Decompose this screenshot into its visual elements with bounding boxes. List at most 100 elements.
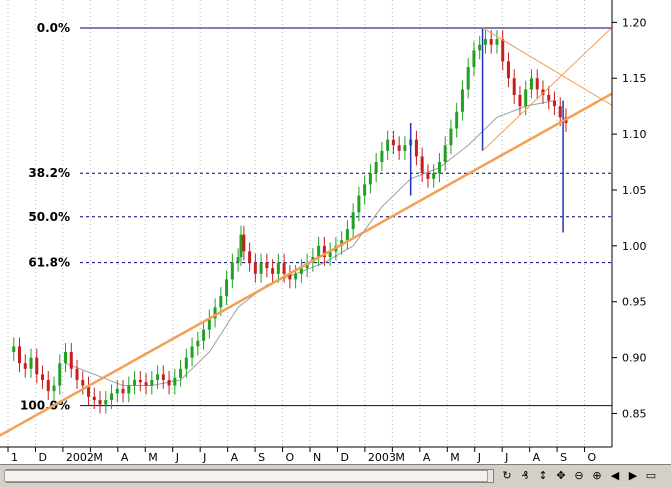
zoom-out-icon[interactable]: ⊖ [574,469,584,482]
scroll-right-icon[interactable]: ▶ [628,469,638,482]
scroll-left-icon[interactable]: ◀ [610,469,620,482]
minimize-icon[interactable]: ▭ [645,469,657,482]
candle-body [248,251,252,263]
candle-body [460,89,464,112]
y-tick-label: 1.15 [622,72,647,85]
candle-body [202,329,206,341]
candle-body [374,162,378,174]
candle-body [242,234,246,252]
candle-body [420,156,424,174]
candle-body [23,363,27,369]
candle-body [276,262,280,274]
pan-vertical-icon[interactable]: ↕ [538,469,548,482]
x-tick-label: M [395,451,405,464]
candle-body [196,340,200,347]
candle-body [87,385,91,397]
candle-body [432,173,436,179]
candle-body [512,78,516,95]
candle-body [547,94,551,101]
y-tick-label: 1.20 [622,16,647,29]
y-tick-label: 1.00 [622,240,647,253]
candle-body [92,396,96,401]
x-tick-label: S [258,451,265,464]
zoom-in-icon[interactable]: ⊕ [592,469,602,482]
candle-body [179,368,183,378]
candle-body [552,100,556,107]
candle-body [81,379,85,386]
candle-body [340,240,344,246]
candle-body [357,195,361,213]
candle-body [426,173,430,179]
candle-body [305,262,309,269]
candle-body [449,128,453,146]
x-tick-label: 2003 [368,451,396,464]
candle-body [219,296,223,308]
x-tick-label: J [504,451,508,464]
candle-body [455,111,459,129]
candle-body [501,39,505,62]
candle-body [363,184,367,196]
x-tick-label: J [202,451,206,464]
x-tick-label: 1 [11,451,18,464]
candle-body [207,318,211,330]
candle-body [41,374,45,380]
candle-body [173,377,177,386]
currency-icon[interactable]: ₰ [521,469,529,482]
candle-body [472,50,476,68]
x-tick-label: M [450,451,460,464]
candle-body [138,379,142,383]
candle-body [437,162,441,174]
candle-body [403,145,407,151]
candle-body [288,273,292,280]
candle-body [110,393,114,401]
candle-body [259,262,263,274]
y-tick-label: 0.95 [622,296,647,309]
candle-body [529,78,533,90]
candle-body [236,257,240,263]
scrollbar-thumb[interactable] [4,470,488,482]
candle-body [46,379,50,392]
candle-body [213,307,217,319]
x-tick-label: M [93,451,103,464]
chart-toolbar: ↻ ₰ ↕ ✥ ⊖ ⊕ ◀ ▶ ▭ [0,464,671,487]
candle-body [386,139,390,151]
candle-body [299,268,303,274]
x-tick-label: A [533,451,541,464]
candle-body [18,346,22,364]
candle-body [167,379,171,386]
candle-body [98,400,102,405]
candle-body [524,89,528,107]
candle-body [414,139,418,157]
candle-body [271,268,275,274]
candle-body [322,245,326,258]
candle-body [150,379,154,386]
candle-body [225,279,229,297]
candle-body [345,229,349,241]
x-tick-label: A [231,451,239,464]
candle-body [144,382,148,386]
candle-body [535,78,539,90]
candle-body [12,346,16,353]
x-tick-label: A [121,451,129,464]
candle-body [69,352,73,369]
y-tick-label: 0.90 [622,352,647,365]
x-tick-label: M [148,451,158,464]
fib-level-label: 0.0% [37,21,70,35]
x-tick-label: J [175,451,179,464]
pan-icon[interactable]: ✥ [556,469,566,482]
candle-body [495,39,499,45]
candle-body [294,273,298,280]
y-tick-label: 1.05 [622,184,647,197]
candle-body [115,388,119,394]
candle-body [391,139,395,146]
x-tick-label: S [560,451,567,464]
candle-body [52,385,56,392]
trendline [0,60,671,437]
plot-background [0,0,671,464]
candle-body [443,145,447,163]
candle-body [104,400,108,405]
candle-body [253,262,257,274]
rotate-icon[interactable]: ↻ [502,469,512,482]
candle-body [558,106,562,118]
